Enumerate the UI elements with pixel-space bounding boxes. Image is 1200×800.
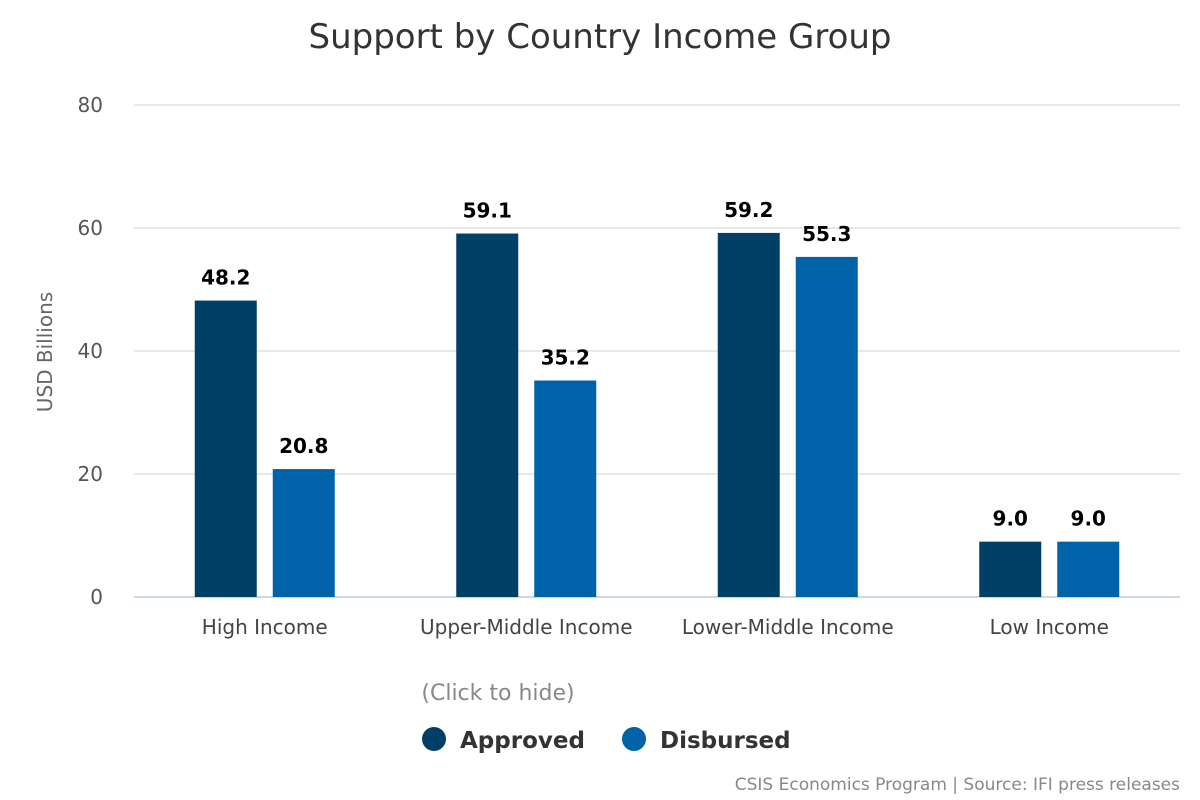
bar-approved-3[interactable] <box>979 541 1042 597</box>
legend[interactable]: Approved Disbursed <box>422 727 791 754</box>
legend-hint: (Click to hide) <box>421 681 574 706</box>
legend-item-disbursed[interactable]: Disbursed <box>622 727 791 754</box>
legend-symbol <box>422 727 446 751</box>
data-label: 59.2 <box>724 198 773 222</box>
y-axis-label: USD Billions <box>33 292 57 412</box>
y-axis-ticks: 0 20 40 60 80 <box>78 93 103 609</box>
x-category-label: High Income <box>202 615 328 639</box>
legend-label: Approved <box>460 728 585 754</box>
data-label: 59.1 <box>463 199 512 223</box>
x-category-label: Low Income <box>990 615 1109 639</box>
credits-text[interactable]: CSIS Economics Program | Source: IFI pre… <box>735 775 1180 795</box>
data-label: 20.8 <box>279 434 328 458</box>
bar-disbursed-2[interactable] <box>795 256 858 597</box>
data-labels: 48.2 20.8 59.1 35.2 59.2 55.3 9.0 9.0 <box>201 198 1106 531</box>
data-label: 55.3 <box>802 222 851 246</box>
bar-disbursed-0[interactable] <box>272 469 335 597</box>
data-label: 9.0 <box>1071 507 1106 531</box>
y-tick-label: 20 <box>78 462 103 486</box>
data-label: 48.2 <box>201 266 250 290</box>
bar-disbursed-3[interactable] <box>1057 541 1120 597</box>
y-tick-label: 80 <box>78 93 103 117</box>
data-label: 35.2 <box>541 346 590 370</box>
bar-approved-0[interactable] <box>194 300 257 597</box>
chart-title: Support by Country Income Group <box>308 17 891 57</box>
x-axis-categories: High Income Upper-Middle Income Lower-Midd… <box>202 615 1109 639</box>
x-category-label: Lower-Middle Income <box>682 615 894 639</box>
y-tick-label: 0 <box>90 585 103 609</box>
y-tick-label: 60 <box>78 216 103 240</box>
bar-approved-1[interactable] <box>456 233 519 597</box>
legend-symbol <box>622 727 646 751</box>
legend-label: Disbursed <box>660 728 791 754</box>
data-label: 9.0 <box>993 507 1028 531</box>
y-tick-label: 40 <box>78 339 103 363</box>
bar-disbursed-1[interactable] <box>534 380 597 597</box>
legend-item-approved[interactable]: Approved <box>422 727 585 754</box>
bars <box>194 232 1120 598</box>
x-category-label: Upper-Middle Income <box>420 615 633 639</box>
bar-approved-2[interactable] <box>717 232 780 598</box>
